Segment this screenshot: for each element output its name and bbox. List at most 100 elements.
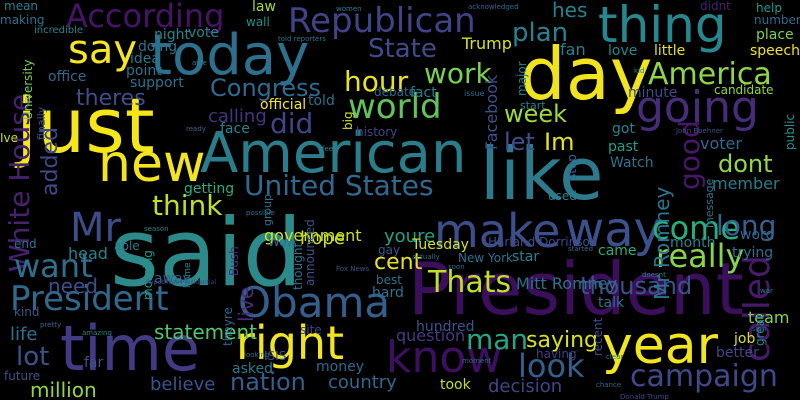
cloud-word: used	[548, 189, 577, 203]
cloud-word: time	[60, 312, 201, 385]
cloud-word: said	[110, 199, 303, 308]
cloud-word: number	[754, 13, 800, 27]
cloud-word: Mitt Romney	[516, 274, 618, 293]
cloud-word: mean	[4, 0, 39, 13]
cloud-word: acknowledged	[468, 3, 519, 11]
cloud-word: money	[316, 359, 364, 375]
cloud-word: plan	[512, 18, 569, 48]
cloud-word: didnt	[700, 0, 731, 13]
cloud-word: question	[396, 326, 466, 345]
cloud-word: away	[154, 271, 191, 287]
cloud-word: Congress	[210, 74, 321, 102]
cloud-word: think	[152, 189, 223, 222]
cloud-word: New York	[458, 251, 513, 265]
cloud-word: team	[748, 308, 790, 327]
cloud-word: ready	[186, 125, 206, 133]
cloud-word: vote	[188, 25, 219, 41]
cloud-word: support	[130, 75, 184, 91]
cloud-word: hope	[300, 228, 345, 249]
cloud-word: little	[654, 43, 686, 59]
cloud-word: told	[308, 93, 335, 109]
cloud-word: star	[512, 249, 540, 265]
cloud-word: life	[10, 324, 38, 345]
cloud-word: official	[260, 97, 307, 113]
cloud-word: ISIS	[264, 349, 287, 363]
cloud-word: Thats	[428, 265, 512, 300]
cloud-word: country	[328, 372, 397, 393]
cloud-word: like	[480, 132, 604, 216]
cloud-word: best	[376, 273, 402, 287]
cloud-word: youre	[384, 226, 436, 247]
cloud-word: wall	[246, 15, 270, 29]
cloud-word: getting	[184, 181, 235, 197]
cloud-word: need	[48, 274, 98, 298]
cloud-word: let	[504, 128, 535, 156]
cloud-word: kind	[14, 305, 40, 319]
cloud-word: face	[220, 121, 250, 137]
cloud-word: issue	[464, 89, 485, 98]
cloud-word: job	[734, 331, 756, 347]
cloud-word: making	[0, 13, 45, 27]
cloud-word: help	[756, 1, 782, 15]
cloud-word: government	[264, 226, 362, 245]
cloud-word: far	[84, 355, 104, 371]
cloud-word: better	[716, 345, 759, 361]
cloud-word: kid	[634, 67, 645, 75]
cloud-word: going	[636, 82, 759, 133]
cloud-word: season	[144, 225, 169, 233]
cloud-word: hundred	[416, 319, 475, 335]
cloud-word: lot	[16, 342, 50, 372]
cloud-word: nation	[230, 368, 306, 396]
cloud-word: calling	[208, 106, 267, 127]
cloud-word: President	[408, 247, 744, 331]
cloud-word: member	[712, 174, 780, 193]
cloud-word: day	[520, 32, 653, 116]
cloud-word: State	[368, 34, 437, 64]
cloud-word: Wow	[268, 235, 297, 249]
cloud-word: head	[68, 244, 108, 263]
cloud-word: big	[341, 111, 355, 130]
cloud-word: place	[756, 27, 794, 43]
cloud-word: sign	[752, 325, 767, 333]
cloud-word: statement	[154, 320, 257, 344]
cloud-word: recent	[591, 317, 605, 356]
cloud-word: theyre	[221, 307, 235, 346]
cloud-word: stop	[565, 154, 579, 180]
cloud-word: way	[565, 202, 663, 258]
cloud-word: site	[300, 323, 322, 337]
cloud-word: having	[536, 347, 577, 361]
cloud-word: Tuesday	[412, 237, 469, 253]
cloud-word: right	[236, 316, 345, 370]
cloud-word: According	[66, 0, 225, 35]
cloud-word: Obama	[238, 278, 391, 327]
cloud-word: history	[356, 125, 398, 139]
cloud-word: chance	[596, 381, 622, 389]
cloud-word: Ive	[0, 131, 19, 145]
cloud-word: clear	[606, 353, 624, 361]
cloud-word: Mr Romney	[650, 186, 674, 300]
cloud-word: theres	[76, 86, 146, 111]
cloud-word: told reporters	[278, 35, 326, 43]
cloud-word: just	[16, 81, 155, 170]
cloud-word: trying	[732, 245, 774, 261]
cloud-word: looking	[244, 351, 270, 359]
cloud-word: new	[98, 134, 206, 194]
cloud-word: message	[703, 178, 716, 228]
cloud-word: Im	[544, 128, 575, 156]
cloud-word: got	[612, 121, 635, 137]
cloud-word: amazing	[82, 329, 112, 337]
cloud-word: pretty	[40, 321, 62, 329]
cloud-word: love	[608, 43, 638, 59]
cloud-word: minute	[628, 85, 678, 101]
cloud-word: law	[252, 0, 276, 15]
cloud-word: want	[14, 247, 93, 285]
cloud-word: public	[783, 113, 797, 150]
cloud-word: doing	[138, 39, 178, 55]
cloud-word: hard	[372, 285, 404, 301]
cloud-word: really	[656, 237, 745, 275]
cloud-word: Republican	[288, 1, 476, 41]
cloud-word: Trump	[462, 34, 512, 53]
cloud-word: University	[21, 59, 35, 120]
cloud-word: took	[440, 377, 471, 393]
